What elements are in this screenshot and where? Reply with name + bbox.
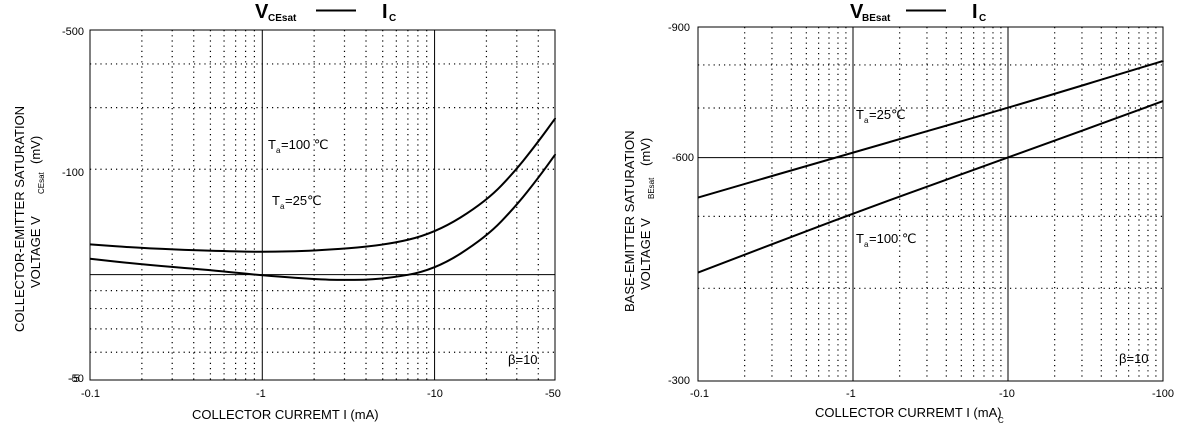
right-beta-annotation: β=10 — [1119, 351, 1149, 366]
right-xtick-10: -10 — [999, 388, 1015, 400]
right-title-v: V — [850, 1, 864, 23]
left-grid — [90, 30, 555, 380]
right-xtick-0.1: -0.1 — [690, 388, 709, 400]
right-label-ta25-sub: a — [864, 116, 869, 125]
chart-right: V BEsat —— I C -900 -600 -300 -0.1 -1 -1… — [622, 0, 1174, 425]
right-title-isub: C — [979, 13, 986, 24]
right-series-line-a — [697, 59, 1164, 199]
left-beta-annotation: β=10 — [508, 352, 538, 367]
left-label-ta100-sub: a — [276, 146, 281, 155]
right-plot-frame — [697, 26, 1164, 382]
right-label-ta100-sub: a — [864, 240, 869, 249]
right-x-axis-label: COLLECTOR CURREMT I (mA) — [815, 405, 1002, 420]
left-series-line-b — [89, 153, 557, 281]
left-xtick-1: -1 — [256, 388, 266, 400]
left-ytick-100: -100 — [62, 167, 84, 179]
right-x-axis-sub: C — [998, 416, 1004, 425]
left-title-i: I — [382, 1, 388, 23]
left-ylabel-sub: CEsat — [37, 171, 46, 194]
left-xtick-50: -50 — [545, 388, 561, 400]
right-ytick-900: -900 — [668, 22, 690, 34]
right-title-sub: BEsat — [862, 13, 891, 24]
left-plot-frame — [89, 29, 556, 381]
left-title-sep: —— — [316, 0, 356, 21]
left-series-line-a — [89, 117, 557, 253]
left-title-v: V — [255, 1, 269, 23]
left-label-ta25-sub: a — [280, 202, 285, 211]
left-ylabel-unit: (mV) — [28, 136, 43, 164]
left-y-axis-label: COLLECTOR-EMITTER SATURATION VOLTAGE V C… — [12, 106, 46, 332]
right-label-ta100-rest: =100 ℃ — [869, 231, 917, 246]
right-ylabel-line2: VOLTAGE V — [638, 218, 653, 290]
right-ylabel-unit: (mV) — [638, 138, 653, 166]
right-title-i: I — [972, 1, 978, 23]
right-series-group — [697, 59, 1164, 274]
left-xtick-0.1: -0.1 — [81, 388, 100, 400]
right-ytick-300: -300 — [668, 375, 690, 387]
right-series-line-b — [697, 100, 1164, 274]
left-title-isub: C — [389, 13, 396, 24]
right-y-axis-label: BASE-EMITTER SATURATION VOLTAGE V BEsat … — [622, 130, 656, 312]
left-ytick-5: -5 — [70, 373, 80, 385]
left-ylabel-line1: COLLECTOR-EMITTER SATURATION — [12, 106, 27, 332]
right-xtick-100: -100 — [1152, 388, 1174, 400]
right-xtick-1: -1 — [846, 388, 856, 400]
right-label-ta25: T a =25℃ — [856, 107, 906, 125]
right-label-ta100: T a =100 ℃ — [856, 231, 917, 249]
left-label-ta100: T a =100 ℃ — [268, 137, 329, 155]
left-title-sub: CEsat — [268, 13, 297, 24]
right-label-ta25-t: T — [856, 107, 864, 122]
left-ytick-500: -500 — [62, 26, 84, 38]
left-label-ta100-rest: =100 ℃ — [281, 137, 329, 152]
chart-left: V CEsat —— I C -500 -100 -50 -5 -0.1 -1 … — [12, 0, 561, 422]
left-x-axis-label: COLLECTOR CURREMT I (mA) — [192, 407, 379, 422]
right-ylabel-line1: BASE-EMITTER SATURATION — [622, 130, 637, 312]
left-series-group — [89, 117, 557, 281]
right-ytick-600: -600 — [672, 152, 694, 164]
left-ylabel-line2: VOLTAGE V — [28, 216, 43, 288]
right-label-ta100-t: T — [856, 231, 864, 246]
left-label-ta100-t: T — [268, 137, 276, 152]
right-title-sep: —— — [906, 0, 946, 21]
left-label-ta25-rest: =25℃ — [285, 193, 322, 208]
right-ylabel-sub: BEsat — [647, 177, 656, 199]
right-label-ta25-rest: =25℃ — [869, 107, 906, 122]
left-xtick-10: -10 — [427, 388, 443, 400]
left-label-ta25: T a =25℃ — [272, 193, 322, 211]
right-grid — [698, 27, 1163, 381]
left-ytick-50: -50 — [68, 373, 84, 385]
left-label-ta25-t: T — [272, 193, 280, 208]
